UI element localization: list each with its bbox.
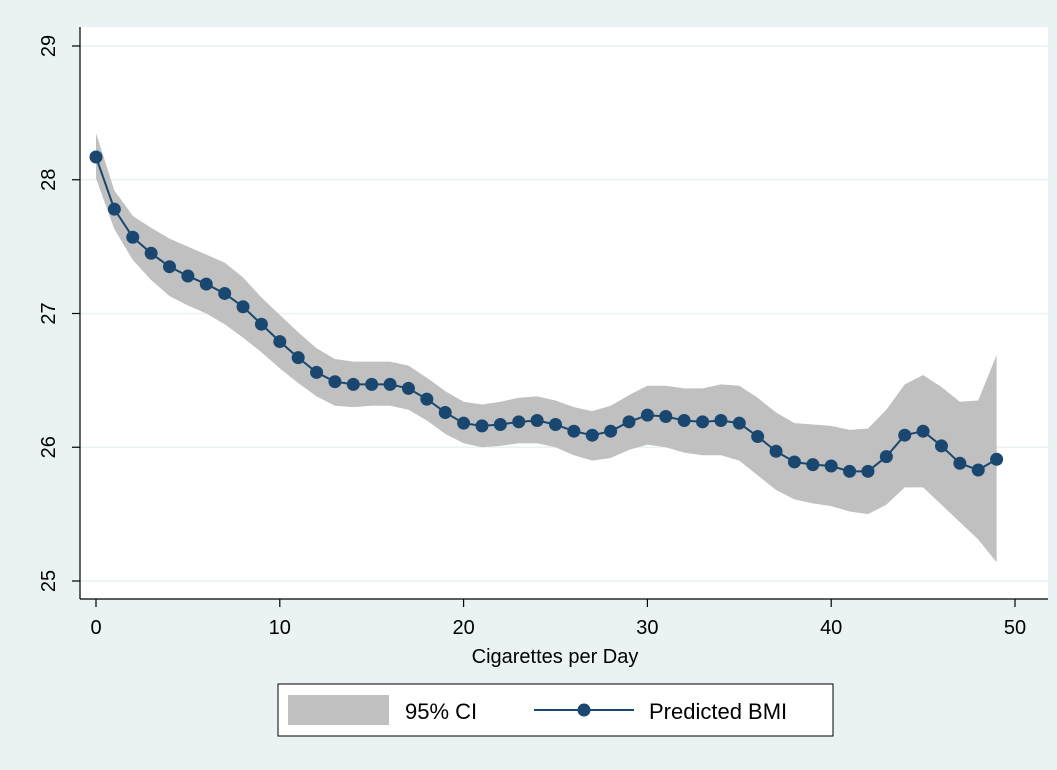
data-point-x31: [659, 409, 673, 423]
x-tick-label-40: 40: [820, 617, 842, 639]
y-tick-label-29: 29: [38, 35, 60, 57]
data-point-x25: [549, 418, 562, 432]
data-point-x44: [898, 428, 912, 442]
x-tick-label-0: 0: [90, 617, 101, 639]
data-point-x47: [953, 456, 967, 470]
data-point-x35: [732, 416, 746, 430]
data-point-x39: [806, 458, 820, 472]
data-point-x26: [567, 424, 581, 438]
data-point-x16: [383, 377, 397, 391]
data-point-x3: [144, 246, 158, 260]
data-point-x5: [181, 269, 195, 283]
data-point-x18: [420, 392, 434, 406]
y-tick-label-26: 26: [38, 436, 60, 458]
y-tick-label-27: 27: [38, 302, 60, 324]
data-point-x32: [677, 414, 691, 427]
y-tick-label-28: 28: [38, 169, 60, 191]
legend-line-label: Predicted BMI: [649, 699, 787, 724]
x-tick-label-50: 50: [1004, 617, 1026, 639]
series-points-layer: [89, 150, 1004, 478]
data-point-x4: [163, 260, 177, 274]
x-tick-label-30: 30: [636, 617, 658, 639]
legend: 95% CI Predicted BMI: [277, 683, 834, 737]
data-point-x28: [604, 424, 618, 438]
data-point-x21: [475, 419, 489, 433]
data-point-x10: [273, 335, 287, 349]
data-point-x40: [824, 459, 838, 473]
data-point-x19: [438, 405, 452, 419]
data-point-x23: [512, 415, 526, 429]
data-point-x37: [769, 444, 783, 458]
data-point-x9: [254, 317, 268, 331]
data-point-x8: [236, 300, 250, 314]
data-point-x6: [199, 277, 213, 291]
data-point-x27: [585, 428, 599, 442]
data-point-x22: [493, 418, 507, 432]
data-point-x38: [787, 455, 801, 469]
legend-ci-label: 95% CI: [405, 699, 477, 724]
x-tick-label-10: 10: [269, 617, 291, 639]
data-point-x34: [714, 414, 728, 427]
x-axis-title: Cigarettes per Day: [472, 646, 639, 668]
data-point-x11: [291, 351, 305, 365]
data-point-x46: [934, 439, 948, 453]
data-point-x33: [696, 415, 710, 429]
axes: 25 26 27 28 29 0 10 20 30 40 50: [38, 27, 1048, 639]
data-point-x2: [126, 230, 140, 244]
data-point-x24: [530, 414, 544, 427]
data-point-x13: [328, 375, 342, 389]
data-point-x30: [640, 408, 654, 422]
data-point-x17: [401, 381, 415, 395]
data-point-x45: [916, 424, 930, 438]
data-point-x15: [365, 377, 379, 391]
data-point-x43: [879, 450, 893, 464]
data-point-x49: [990, 452, 1004, 466]
data-point-x1: [107, 202, 121, 216]
data-point-x42: [861, 464, 875, 478]
x-tick-label-20: 20: [452, 617, 474, 639]
legend-ci-swatch: [288, 695, 389, 725]
data-point-x48: [971, 463, 985, 477]
data-point-x14: [346, 377, 360, 391]
y-tick-label-25: 25: [38, 570, 60, 592]
data-point-x36: [751, 430, 765, 444]
data-point-x0: [89, 150, 103, 164]
data-point-x41: [843, 464, 857, 478]
data-point-x29: [622, 415, 636, 429]
data-point-x7: [218, 286, 232, 300]
data-point-x12: [310, 365, 324, 379]
legend-marker: [577, 703, 591, 717]
data-point-x20: [457, 416, 471, 430]
